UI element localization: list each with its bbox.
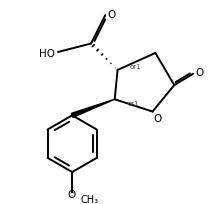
Text: or1: or1 <box>130 64 141 70</box>
Text: or1: or1 <box>128 101 139 107</box>
Text: O: O <box>196 68 204 78</box>
Text: HO: HO <box>39 49 55 59</box>
Text: O: O <box>153 114 161 124</box>
Text: CH₃: CH₃ <box>80 195 98 204</box>
Text: O: O <box>67 190 75 200</box>
Text: O: O <box>108 10 116 20</box>
Polygon shape <box>72 99 115 117</box>
